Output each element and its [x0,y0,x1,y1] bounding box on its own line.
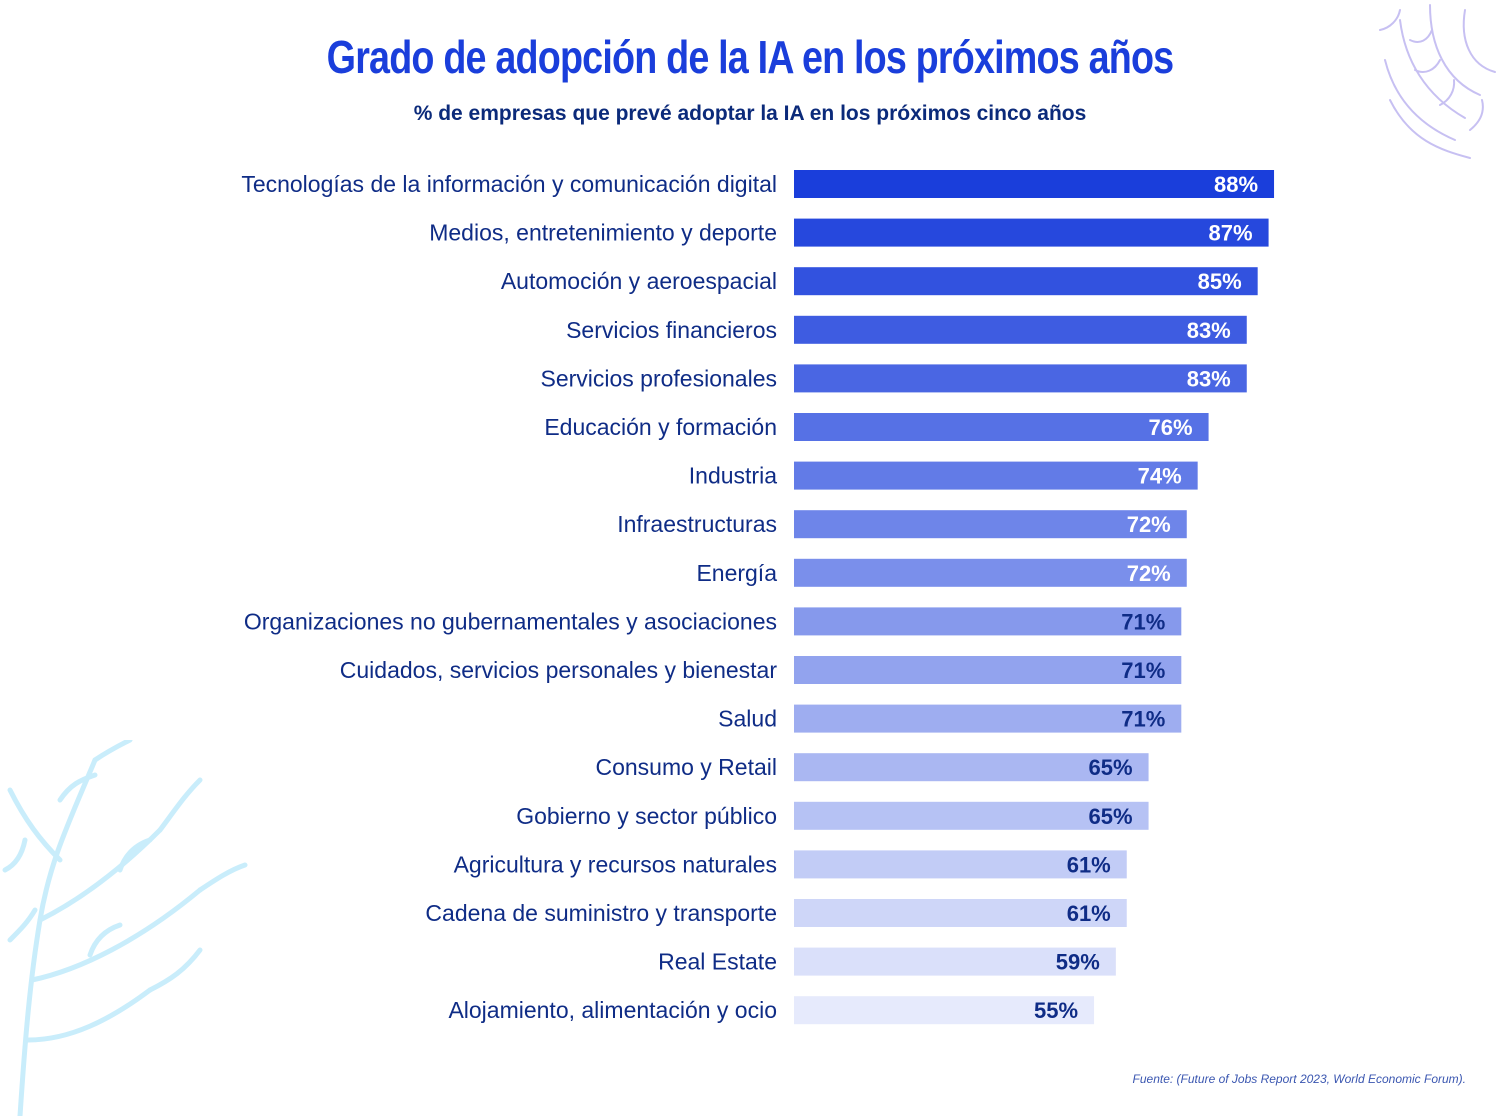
value-label: 65% [1089,755,1133,780]
category-label: Salud [718,706,777,732]
bar [794,510,1187,539]
category-label: Alojamiento, alimentación y ocio [448,997,777,1023]
category-label: Consumo y Retail [595,754,777,780]
value-label: 85% [1198,269,1242,294]
bar [794,267,1258,296]
bar [794,315,1247,344]
chart-subtitle: % de empresas que prevé adoptar la IA en… [413,102,1087,125]
bar [794,850,1127,879]
category-label: Servicios financieros [566,317,777,343]
category-label: Cadena de suministro y transporte [425,900,777,926]
bar [794,607,1182,636]
category-label: Educación y formación [544,414,777,440]
source-note: Fuente: (Future of Jobs Report 2023, Wor… [1132,1072,1466,1086]
bar [794,364,1247,393]
category-label: Medios, entretenimiento y deporte [429,220,777,246]
category-label: Real Estate [658,949,777,975]
category-label: Servicios profesionales [540,365,777,391]
category-label: Industria [689,463,777,489]
value-label: 71% [1121,707,1165,732]
bar [794,558,1187,587]
category-label: Tecnologías de la información y comunica… [241,171,777,197]
value-label: 61% [1067,901,1111,926]
value-label: 76% [1149,415,1193,440]
value-label: 55% [1034,998,1078,1023]
bar [794,899,1127,927]
value-label: 71% [1121,658,1165,683]
bar [794,801,1149,830]
category-label: Energía [696,560,777,586]
category-label: Agricultura y recursos naturales [454,851,777,877]
bar [794,656,1182,684]
bar [794,996,1095,1025]
bar [794,704,1182,733]
value-label: 59% [1056,950,1100,975]
value-label: 61% [1067,852,1111,877]
bar [794,218,1269,247]
value-label: 83% [1187,318,1231,343]
chart-title: Grado de adopción de la IA en los próxim… [326,31,1174,83]
value-label: 72% [1127,512,1171,537]
bar [794,753,1149,782]
value-label: 71% [1121,609,1165,634]
category-label: Cuidados, servicios personales y bienest… [340,657,778,683]
value-label: 87% [1209,221,1253,246]
bar [794,947,1116,976]
value-label: 83% [1187,366,1231,391]
value-label: 72% [1127,561,1171,586]
category-label: Gobierno y sector público [516,803,777,829]
value-label: 65% [1089,804,1133,829]
category-label: Organizaciones no gubernamentales y asoc… [244,608,777,634]
bar [794,170,1275,198]
value-label: 88% [1214,172,1258,197]
value-label: 74% [1138,464,1182,489]
coral-decoration-bottom-left-icon [2,740,248,1116]
category-label: Infraestructuras [617,511,777,537]
category-label: Automoción y aeroespacial [501,268,777,294]
bar [794,413,1209,441]
coral-decoration-top-right-icon [1379,4,1496,159]
bar [794,461,1198,490]
